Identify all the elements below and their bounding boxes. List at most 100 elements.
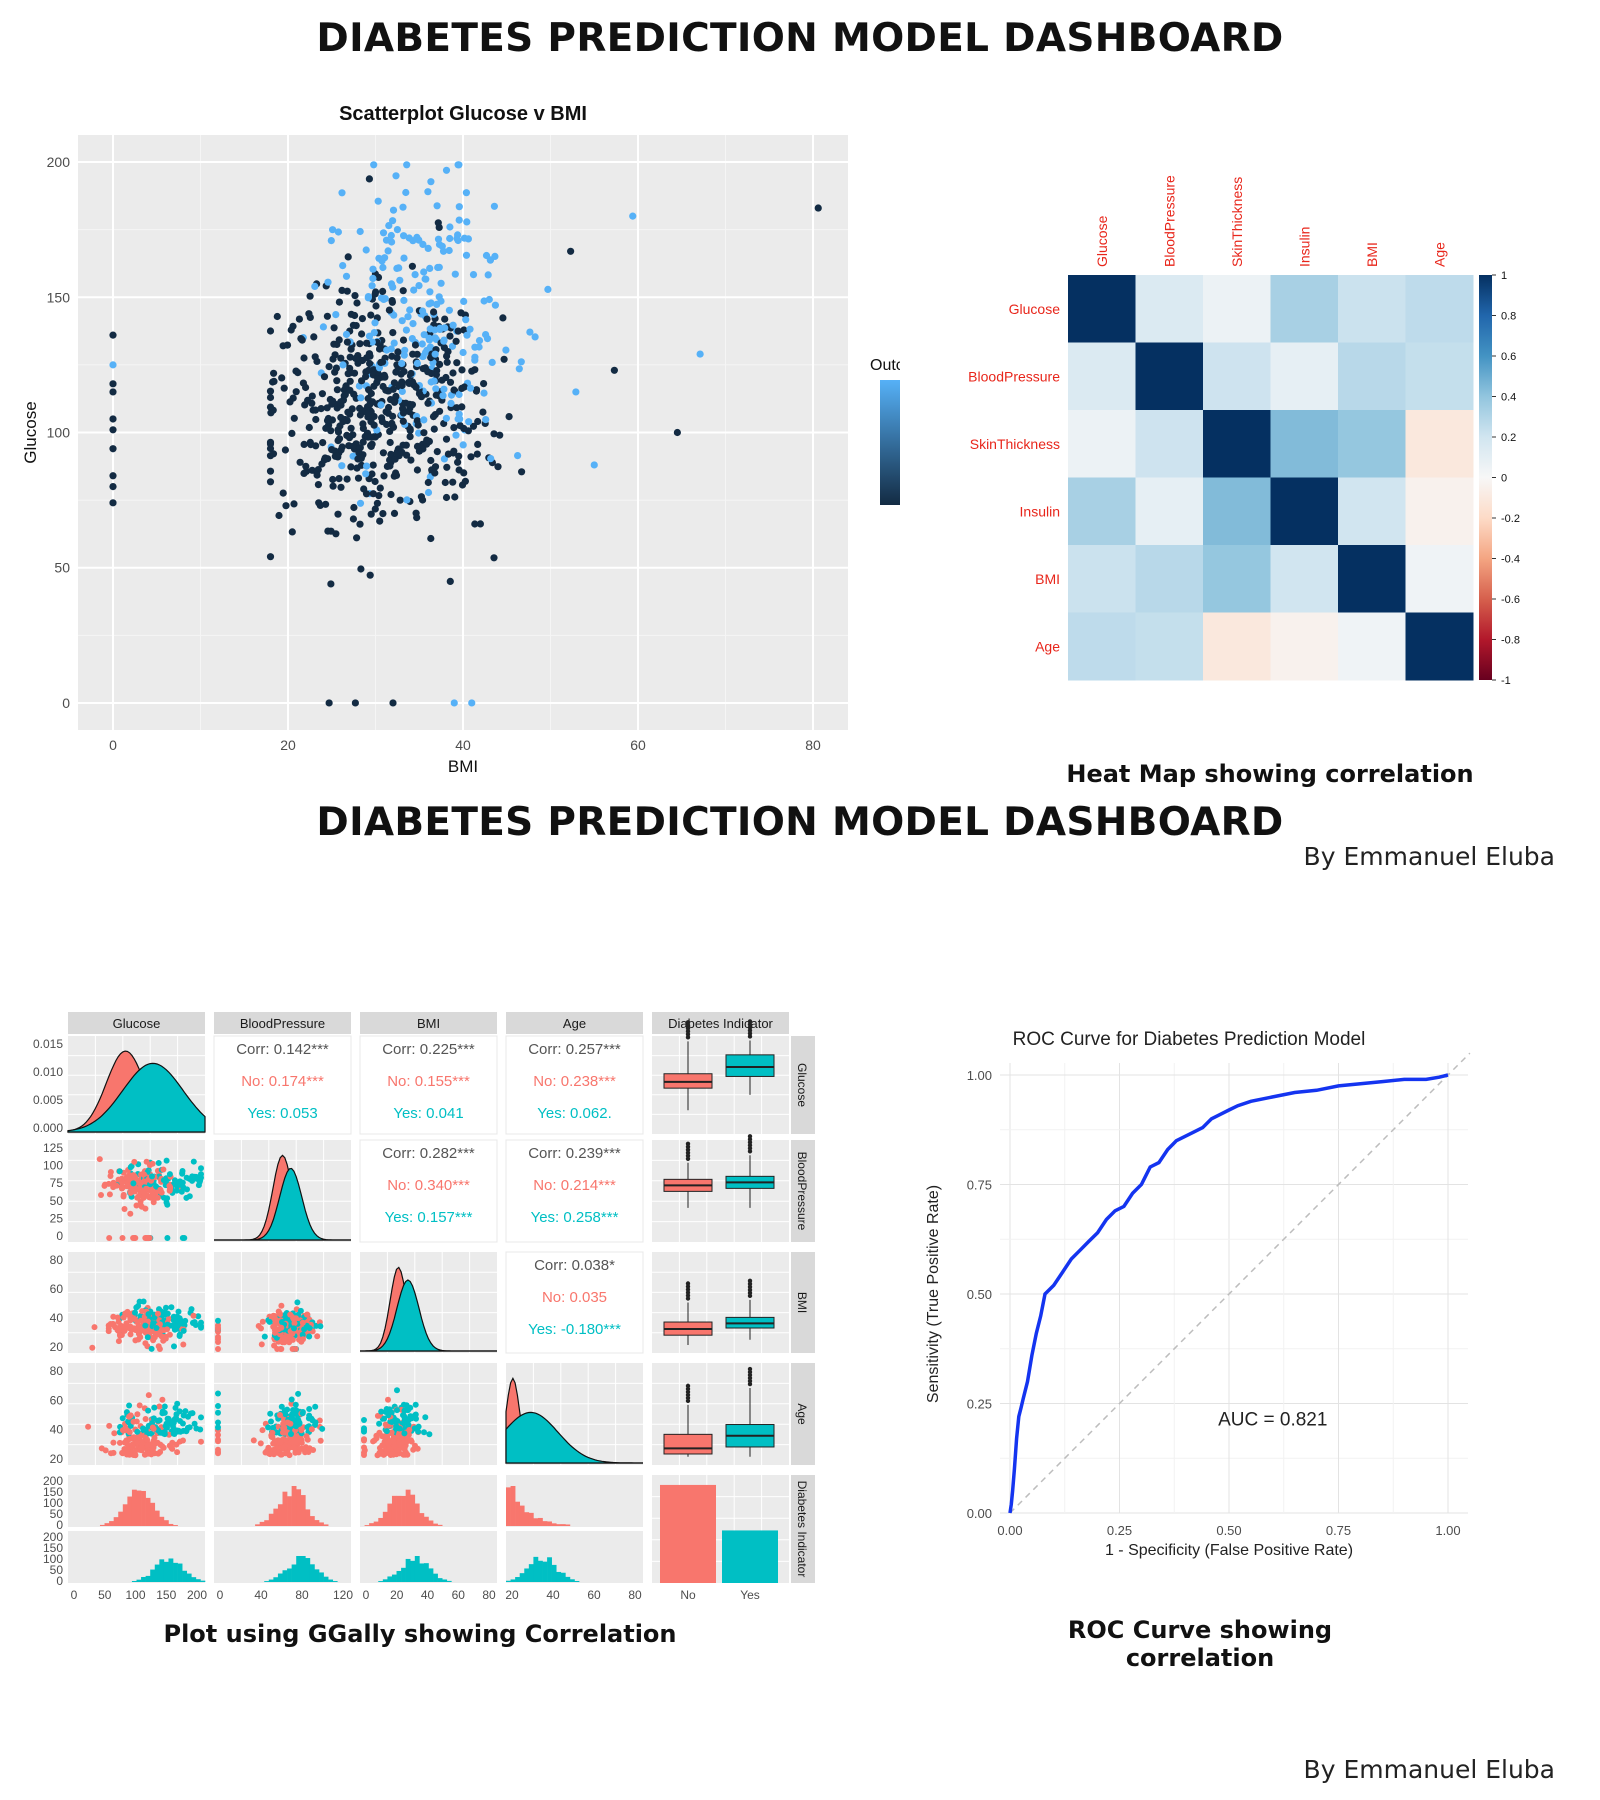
pairs-scatter-point xyxy=(294,1418,301,1425)
pairs-scatter-point xyxy=(319,1425,326,1432)
scatter-point xyxy=(364,294,372,302)
pairs-scatter-point xyxy=(376,1445,383,1451)
scatter-point xyxy=(329,226,337,234)
scatter-point xyxy=(434,219,442,227)
pairs-scatter-point xyxy=(116,1439,123,1446)
pairs-scatter-point xyxy=(130,1180,137,1187)
scatter-point xyxy=(307,441,315,449)
scatter-point xyxy=(673,428,681,437)
pairs-corr-panel xyxy=(359,1139,498,1243)
scatter-point xyxy=(590,461,598,469)
pairs-scatter-point xyxy=(290,1407,296,1413)
pairs-col-strip-label: Diabetes Indicator xyxy=(668,1016,773,1031)
pairs-corr-no: No: 0.340*** xyxy=(387,1177,470,1194)
pairs-col-tick: 50 xyxy=(98,1588,112,1600)
pairs-scatter-point xyxy=(133,1202,140,1209)
scatter-point xyxy=(440,337,448,345)
pairs-scatter-point xyxy=(278,1302,285,1309)
pairs-scatter-point xyxy=(121,1206,128,1212)
scatter-point xyxy=(814,204,822,212)
pairs-hist-bar-no xyxy=(423,1516,429,1526)
pairs-scatter-point xyxy=(115,1318,122,1325)
pairs-row-tick: 100 xyxy=(43,1496,63,1510)
pairs-row-tick: 100 xyxy=(43,1159,63,1173)
pairs-corr-no: No: 0.238*** xyxy=(533,1073,616,1090)
scatter-point xyxy=(441,478,449,487)
scatter-point xyxy=(369,265,377,273)
pairs-scatter-point xyxy=(295,1449,302,1456)
pairs-hist-bar-yes xyxy=(574,1581,580,1582)
heatmap-cell xyxy=(1068,477,1136,546)
scatter-point xyxy=(367,311,375,319)
scatter-point xyxy=(487,455,495,463)
pairs-scatter-point xyxy=(291,1320,298,1327)
pairs-hist-bar-no xyxy=(104,1523,110,1526)
heatmap-cell xyxy=(1405,342,1474,411)
pairs-scatter-point xyxy=(278,1451,285,1458)
pairs-hist-bar-yes xyxy=(414,1556,420,1582)
pairs-scatter-point xyxy=(146,1162,153,1169)
pairs-box-outlier xyxy=(747,1366,753,1372)
scatter-point xyxy=(431,469,439,477)
scatter-point xyxy=(484,271,492,279)
scatter-point xyxy=(445,306,453,314)
roc-y-tick: 0.50 xyxy=(967,1287,992,1302)
pairs-box-outlier xyxy=(685,1020,691,1025)
scatter-point xyxy=(324,278,332,286)
scatter-point xyxy=(287,326,295,334)
pairs-scatter-point xyxy=(121,1439,128,1446)
scatter-point xyxy=(398,359,406,368)
heatmap-cell xyxy=(1405,545,1474,613)
pairs-hist-bar-no xyxy=(173,1525,178,1526)
pairs-scatter-point xyxy=(215,1403,221,1409)
pairs-hist-bar-no xyxy=(259,1521,265,1526)
pairs-scatter-point xyxy=(422,1414,429,1421)
pairs-scatter-point xyxy=(381,1433,388,1440)
roc-y-tick: 0.25 xyxy=(967,1397,992,1412)
pairs-hist-bar-yes xyxy=(537,1560,543,1582)
scatter-point xyxy=(443,358,451,366)
pairs-hist-bar-no xyxy=(515,1501,520,1526)
roc-x-label: 1 - Specificity (False Positive Rate) xyxy=(1105,1542,1353,1559)
pairs-hist-bar-no xyxy=(314,1520,320,1526)
scatter-point xyxy=(339,361,347,369)
pairs-col-tick: 80 xyxy=(482,1588,496,1600)
pairs-scatter-point xyxy=(161,1431,168,1438)
pairs-scatter-point xyxy=(139,1444,145,1451)
heatmap-cell xyxy=(1135,545,1204,613)
scatter-point xyxy=(398,317,406,325)
scatter-point xyxy=(333,452,341,460)
pairs-hist-bar-yes xyxy=(268,1579,274,1582)
heatmap-colorbar-tick: 0 xyxy=(1501,473,1507,485)
pairs-hist-bar-yes xyxy=(332,1581,338,1582)
scatter-point xyxy=(629,212,637,220)
scatter-point xyxy=(567,247,575,255)
scatter-point xyxy=(315,499,323,507)
heatmap-cell xyxy=(1203,545,1271,613)
scatter-point xyxy=(419,240,427,248)
pairs-hist-bar-no xyxy=(255,1524,260,1526)
pairs-scatter-point xyxy=(161,1403,168,1410)
pairs-scatter-point xyxy=(135,1192,142,1199)
scatter-point xyxy=(379,263,387,272)
pairs-hist-bar-no xyxy=(273,1508,279,1526)
pairs-row-tick: 25 xyxy=(50,1211,64,1225)
scatter-point xyxy=(300,469,308,477)
pairs-scatter-point xyxy=(175,1308,182,1315)
scatter-point xyxy=(109,482,117,491)
scatter-point xyxy=(403,451,411,459)
pairs-scatter-point xyxy=(102,1447,109,1454)
scatter-point xyxy=(266,467,275,475)
pairs-row-tick: 0.005 xyxy=(33,1093,63,1107)
scatter-point xyxy=(367,389,375,398)
pairs-hist-bar-yes xyxy=(410,1560,416,1582)
scatter-point xyxy=(290,414,298,422)
scatter-point xyxy=(476,520,484,528)
scatter-point xyxy=(450,424,458,432)
scatter-point xyxy=(399,287,407,295)
scatter-point xyxy=(311,282,319,290)
pairs-hist-bar-yes xyxy=(528,1564,534,1582)
pairs-hist-bar-yes xyxy=(173,1562,178,1582)
pairs-hist-bar-yes xyxy=(150,1569,156,1582)
pairs-row-strip xyxy=(791,1363,815,1465)
